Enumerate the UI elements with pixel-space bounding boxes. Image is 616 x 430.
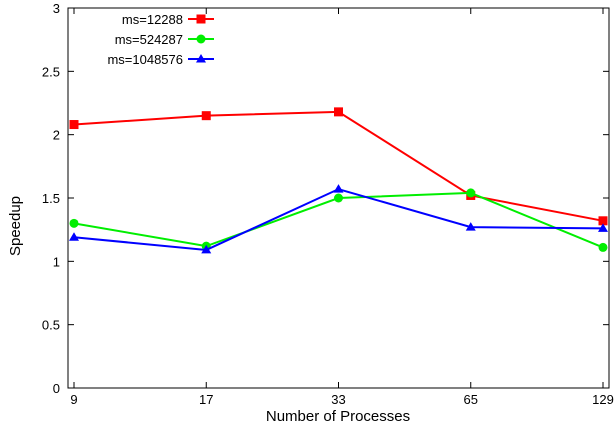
x-tick-label: 9 xyxy=(70,392,77,407)
legend-label: ms=1048576 xyxy=(107,52,183,67)
series-line xyxy=(73,110,604,222)
data-point xyxy=(465,222,476,231)
legend-item: ms=524287 xyxy=(115,32,214,47)
legend-marker xyxy=(196,14,206,24)
y-tick-label: 1.5 xyxy=(42,191,60,206)
x-tick-label: 65 xyxy=(464,392,478,407)
legend-label: ms=12288 xyxy=(122,12,183,27)
data-point xyxy=(334,107,343,117)
data-point xyxy=(598,223,608,232)
series-2 xyxy=(69,188,608,252)
legend-label: ms=524287 xyxy=(115,32,183,47)
y-tick-label: 2.5 xyxy=(42,64,60,79)
x-tick-label: 17 xyxy=(199,392,213,407)
series-1 xyxy=(69,107,608,226)
x-tick-label: 33 xyxy=(331,392,345,407)
y-tick-label: 2 xyxy=(53,128,60,143)
data-point xyxy=(201,111,211,121)
legend-marker xyxy=(196,54,206,63)
data-point xyxy=(598,216,608,226)
y-tick-label: 3 xyxy=(53,1,60,16)
legend-marker xyxy=(196,34,206,44)
axes: 0 0.5 1 1.5 2 2.5 3 9 17 33 65 129 xyxy=(42,1,614,407)
data-point xyxy=(333,184,344,193)
data-point xyxy=(334,193,343,203)
x-tick-label: 129 xyxy=(592,392,614,407)
series-layer xyxy=(69,107,608,254)
y-tick-label: 1 xyxy=(53,254,60,269)
y-tick-label: 0 xyxy=(53,381,60,396)
data-point xyxy=(69,120,79,130)
legend-item: ms=12288 xyxy=(122,12,214,27)
data-point xyxy=(69,218,79,228)
data-point xyxy=(598,242,608,252)
data-point xyxy=(466,188,476,198)
x-axis-title: Number of Processes xyxy=(266,408,410,425)
legend-item: ms=1048576 xyxy=(107,52,214,67)
legend: ms=12288 ms=524287 ms=1048576 xyxy=(107,12,214,67)
data-point xyxy=(201,244,212,254)
y-tick-label: 0.5 xyxy=(42,318,60,333)
data-point xyxy=(69,232,79,241)
y-axis-title: Speedup xyxy=(7,196,24,256)
series-3 xyxy=(69,184,608,254)
